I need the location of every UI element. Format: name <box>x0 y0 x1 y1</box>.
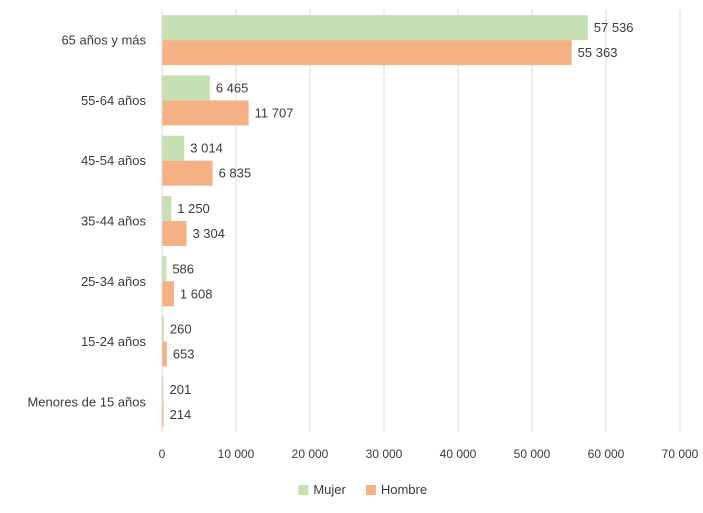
bar-hombre <box>162 160 213 186</box>
bar-mujer <box>162 376 164 402</box>
bar-mujer <box>162 256 167 282</box>
bar-hombre <box>162 401 164 427</box>
value-label: 3 014 <box>190 141 223 156</box>
value-label: 3 304 <box>192 226 225 241</box>
x-tick-label: 30 000 <box>366 447 403 461</box>
bar-hombre <box>162 100 249 126</box>
category-label: 15-24 años <box>81 334 147 349</box>
x-tick-label: 50 000 <box>514 447 551 461</box>
bar-hombre <box>162 221 187 246</box>
bar-mujer <box>162 135 185 161</box>
value-label: 260 <box>170 322 192 337</box>
x-tick-label: 0 <box>159 447 166 461</box>
x-tick-label: 10 000 <box>218 447 255 461</box>
bar-mujer <box>162 196 172 221</box>
bar-hombre <box>162 341 167 367</box>
x-tick-label: 70 000 <box>662 447 699 461</box>
bar-hombre <box>162 40 572 66</box>
value-label: 214 <box>170 407 192 422</box>
bar-hombre <box>162 281 174 307</box>
legend-label: Mujer <box>313 482 346 497</box>
category-label: 45-54 años <box>81 153 147 168</box>
value-label: 55 363 <box>578 45 618 60</box>
value-label: 586 <box>172 261 194 276</box>
category-label: 55-64 años <box>81 93 147 108</box>
legend-label: Hombre <box>381 482 427 497</box>
value-label: 57 536 <box>594 20 634 35</box>
x-tick-label: 40 000 <box>440 447 477 461</box>
value-label: 201 <box>170 382 192 397</box>
value-label: 653 <box>173 347 195 362</box>
value-label: 6 835 <box>219 166 252 181</box>
category-label: 35-44 años <box>81 214 147 229</box>
legend-swatch-mujer <box>298 485 309 495</box>
bar-mujer <box>162 316 164 342</box>
value-label: 1 608 <box>180 286 213 301</box>
category-label: 25-34 años <box>81 274 147 289</box>
x-tick-label: 60 000 <box>588 447 625 461</box>
legend-swatch-hombre <box>365 485 376 495</box>
value-label: 1 250 <box>177 201 210 216</box>
category-label: Menores de 15 años <box>27 394 146 409</box>
x-tick-label: 20 000 <box>292 447 329 461</box>
value-label: 11 707 <box>255 105 294 120</box>
bar-mujer <box>162 15 588 41</box>
category-label: 65 años y más <box>61 33 146 48</box>
bar-mujer <box>162 75 210 101</box>
value-label: 6 465 <box>216 80 249 95</box>
